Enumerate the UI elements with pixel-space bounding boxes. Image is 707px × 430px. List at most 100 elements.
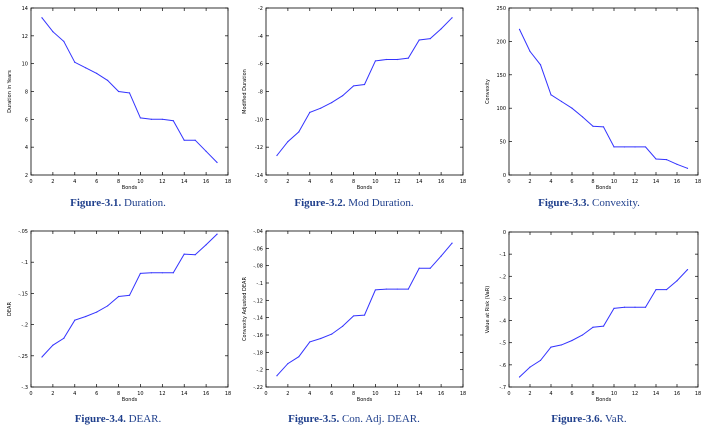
data-point: [418, 267, 420, 269]
x-tick-label: 16: [203, 391, 209, 397]
data-point: [385, 58, 387, 61]
data-point: [298, 356, 300, 358]
x-tick-label: 4: [308, 179, 311, 185]
data-point: [107, 79, 109, 81]
x-tick-label: 0: [264, 391, 267, 397]
y-tick-label: 250: [496, 6, 506, 12]
data-point: [613, 146, 615, 148]
data-point: [161, 118, 163, 120]
y-tick-label: -.04: [253, 229, 263, 235]
data-point: [571, 107, 573, 109]
data-point: [139, 272, 142, 275]
data-point: [529, 366, 531, 368]
y-tick-label: -.5: [499, 341, 506, 347]
data-point: [418, 39, 420, 41]
y-tick-label: -.16: [253, 333, 263, 339]
x-tick-label: 16: [438, 179, 444, 185]
caption-figure-3-2: Figure-3.2. Mod Duration.: [294, 197, 414, 209]
x-tick-label: 4: [73, 179, 76, 185]
y-tick-label: -.2: [256, 368, 263, 374]
data-point: [139, 117, 142, 119]
y-tick-label: 100: [496, 106, 506, 112]
data-point: [320, 337, 322, 340]
x-tick-label: 14: [181, 391, 187, 397]
y-tick-label: 12: [22, 34, 28, 40]
data-point: [592, 326, 594, 328]
y-tick-label: -.15: [18, 291, 28, 297]
y-tick-label: -2: [258, 6, 263, 12]
data-point: [85, 67, 87, 69]
x-axis-label: Bonds: [357, 185, 373, 191]
data-point: [276, 375, 278, 377]
data-point: [407, 57, 409, 59]
data-point: [96, 72, 98, 75]
data-point: [385, 288, 387, 290]
y-tick-label: 0: [503, 173, 506, 179]
x-tick-label: 0: [29, 179, 32, 185]
chart-figure-5: 0 2 4 6 8 10 12 14 16 18 -.22 -.2 -.18 -.16 -.14 -.12 -.…: [242, 229, 466, 403]
y-tick-label: -.6: [499, 363, 506, 369]
y-tick-label: 4: [25, 145, 28, 151]
data-point: [602, 325, 605, 327]
y-axis-label: Convexity Adjusted DEAR: [242, 277, 248, 341]
data-point: [194, 254, 196, 256]
y-tick-label: -.12: [253, 298, 263, 304]
y-tick-label: -.14: [253, 316, 263, 322]
x-axis-label: Bonds: [596, 397, 612, 403]
y-tick-label: 150: [496, 73, 506, 79]
x-tick-label: 2: [528, 391, 531, 397]
data-point: [665, 288, 668, 291]
data-point: [331, 333, 333, 335]
data-point: [623, 146, 626, 148]
data-point: [363, 83, 366, 86]
data-point: [655, 288, 657, 291]
data-point: [686, 167, 689, 169]
y-tick-label: -10: [255, 117, 263, 123]
data-point: [298, 131, 300, 133]
x-tick-label: 18: [695, 179, 701, 185]
data-point: [287, 363, 289, 365]
y-tick-label: -.06: [253, 246, 263, 252]
x-tick-label: 10: [372, 391, 378, 397]
y-tick-label: 10: [22, 62, 28, 68]
x-tick-label: 8: [117, 179, 120, 185]
data-point: [41, 356, 43, 358]
data-point: [41, 17, 43, 19]
data-point: [172, 272, 174, 274]
x-tick-label: 4: [308, 391, 311, 397]
data-point: [676, 163, 678, 165]
data-point: [550, 346, 552, 348]
y-tick-label: -.08: [253, 264, 263, 270]
data-point: [451, 242, 453, 244]
data-point: [676, 280, 678, 282]
x-tick-label: 2: [528, 179, 531, 185]
data-point: [623, 306, 626, 308]
data-point: [309, 341, 311, 343]
y-tick-label: -.05: [18, 229, 28, 235]
x-tick-label: 10: [137, 179, 143, 185]
data-point: [63, 40, 65, 43]
x-tick-label: 10: [611, 391, 617, 397]
data-point: [342, 95, 344, 97]
data-point: [539, 359, 542, 362]
x-tick-label: 16: [674, 391, 680, 397]
x-tick-label: 6: [570, 179, 573, 185]
caption-figure-3-3: Figure-3.3. Convexity.: [538, 197, 640, 209]
y-axis-label: Duration in Years: [7, 70, 13, 113]
y-tick-label: 6: [25, 117, 28, 123]
y-tick-label: 2: [25, 173, 28, 179]
y-axis-label: Modified Duration: [242, 69, 248, 114]
data-point: [52, 344, 54, 346]
x-tick-label: 8: [591, 391, 594, 397]
x-tick-label: 10: [137, 391, 143, 397]
data-point: [374, 60, 377, 62]
data-point: [602, 126, 605, 128]
x-tick-label: 6: [95, 179, 98, 185]
plot-frame: [30, 7, 229, 176]
x-tick-label: 8: [591, 179, 594, 185]
y-axis-label: DEAR: [7, 302, 13, 316]
data-point: [396, 58, 398, 61]
x-tick-label: 6: [95, 391, 98, 397]
